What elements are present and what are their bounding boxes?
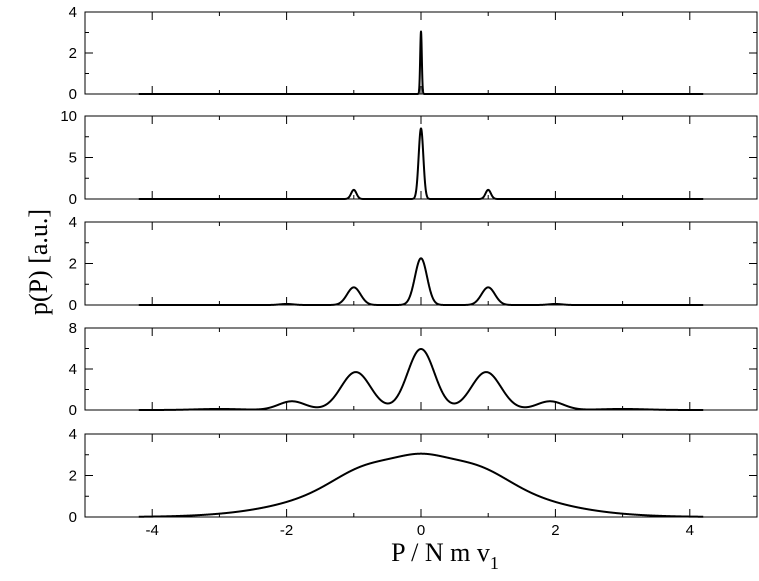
y-tick-label: 0 [69,402,77,419]
y-tick-label: 4 [69,361,77,378]
y-axis-label: p(P) [a.u.] [24,209,53,315]
y-tick-label: 4 [69,4,77,21]
panel-frame [84,221,758,306]
y-tick-label: 10 [60,108,77,125]
x-axis-label-main: P / N m v [391,538,490,567]
panel-2: 0 5 10 [60,108,758,208]
y-tick-label: 0 [69,191,77,208]
x-tick-label: 4 [686,522,694,539]
panel-frame [84,433,758,518]
y-tick-label: 2 [69,468,77,485]
series-line [137,30,705,95]
y-tick-label: 0 [69,86,77,103]
x-tick-label: 0 [417,522,425,539]
x-tick-label: -2 [280,522,293,539]
series-line [137,257,705,306]
x-tick-label: -4 [146,522,159,539]
y-tick-label: 8 [69,320,77,337]
y-tick-label: 4 [69,426,77,443]
y-tick-label: 2 [69,45,77,62]
series-line [137,348,705,411]
panel-3: 0 2 4 [69,214,758,314]
panel-1: 0 2 4 [69,4,758,103]
chart-panels: 0 2 4 0 5 10 0 2 4 0 4 8 0 2 4 -4 -2 0 2 4 [60,4,758,539]
x-tick-label: 2 [551,522,559,539]
series-line [137,127,705,200]
y-tick-label: 0 [69,509,77,526]
panel-5: 0 2 4 [69,426,758,526]
y-tick-label: 0 [69,297,77,314]
y-tick-label: 4 [69,214,77,231]
series-line [137,452,705,518]
x-axis-label: P / N m v1 [391,538,499,573]
panel-frame [84,327,758,411]
y-tick-label: 2 [69,256,77,273]
y-tick-label: 5 [69,150,77,167]
panel-4: 0 4 8 [69,320,758,419]
x-axis-label-subscript: 1 [490,553,499,573]
